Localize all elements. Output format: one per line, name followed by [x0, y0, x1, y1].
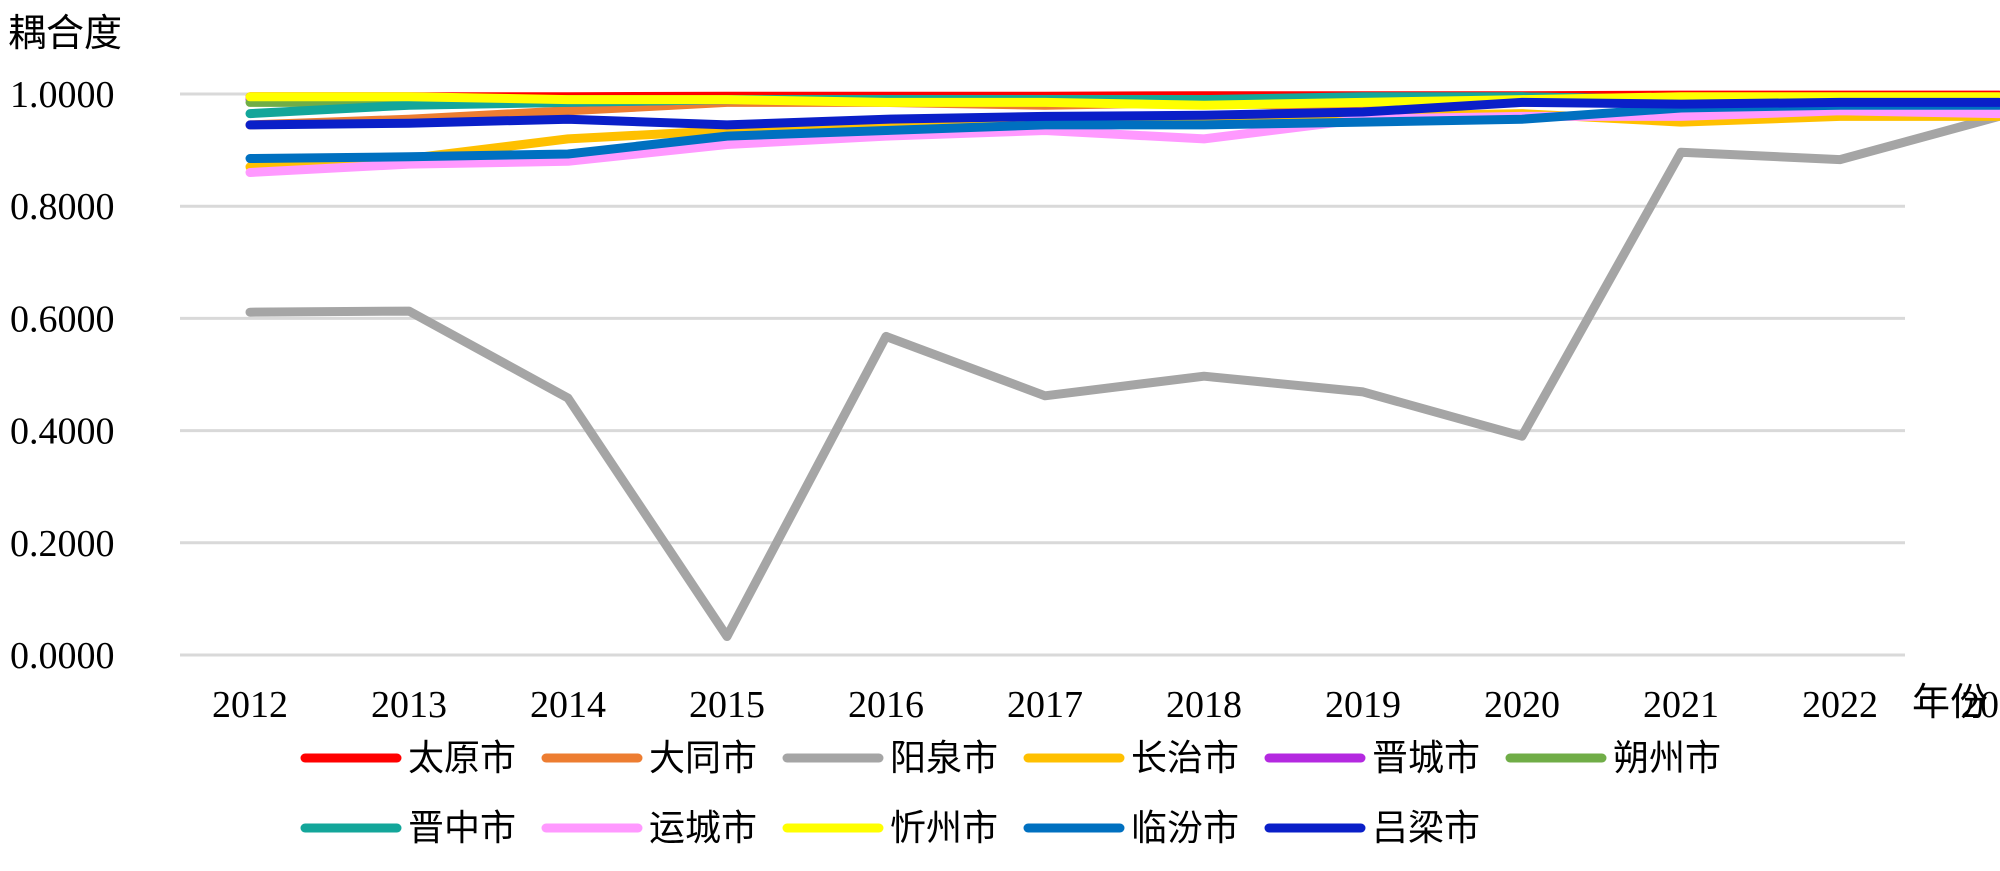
x-tick-label: 2015	[689, 684, 765, 726]
x-tick-label: 2017	[1007, 684, 1083, 726]
legend-label: 太原市	[408, 738, 516, 779]
legend-label: 长治市	[1131, 738, 1239, 779]
y-tick-label: 1.0000	[10, 74, 115, 116]
series-line-3	[245, 111, 2000, 641]
legend-label: 运城市	[649, 808, 757, 849]
series-line-8	[245, 106, 2000, 177]
x-tick-label: 2019	[1325, 684, 1401, 726]
x-tick-label: 2018	[1166, 684, 1242, 726]
x-tick-label: 2021	[1643, 684, 1719, 726]
legend-label: 大同市	[649, 738, 757, 779]
legend-item: 长治市	[1023, 738, 1239, 779]
legend-label: 临汾市	[1131, 808, 1239, 849]
x-tick-label: 2023	[1961, 684, 2000, 726]
x-axis-tick-labels: 2012 2013 2014 2015 2016 2017 2018 2019 2020 2021…	[212, 684, 2000, 726]
series-line-11	[245, 97, 2000, 130]
y-tick-label: 0.4000	[10, 411, 115, 453]
x-tick-label: 2022	[1802, 684, 1878, 726]
y-axis-tick-labels: 0.0000 0.2000 0.4000 0.6000 0.8000 1.0000	[10, 74, 115, 677]
x-tick-label: 2020	[1484, 684, 1560, 726]
legend-item: 朔州市	[1505, 738, 1721, 779]
series-lines	[245, 90, 2000, 641]
legend-item: 忻州市	[782, 808, 998, 849]
x-tick-label: 2013	[371, 684, 447, 726]
legend-item: 运城市	[541, 808, 757, 849]
series-line-9	[245, 92, 2000, 110]
x-tick-label: 2014	[530, 684, 606, 726]
x-axis-title: 年份	[1912, 680, 1988, 724]
legend-label: 晋中市	[408, 808, 516, 849]
legend-label: 阳泉市	[890, 738, 998, 779]
legend-item: 晋城市	[1264, 738, 1480, 779]
legend-label: 朔州市	[1613, 738, 1721, 779]
y-tick-label: 0.6000	[10, 298, 115, 340]
gridlines	[180, 92, 1905, 657]
y-axis-title: 耦合度	[8, 11, 122, 55]
legend-item: 晋中市	[300, 808, 516, 849]
legend-label: 吕梁市	[1372, 808, 1480, 849]
legend-item: 大同市	[541, 738, 757, 779]
legend-label: 晋城市	[1372, 738, 1480, 779]
legend-item: 阳泉市	[782, 738, 998, 779]
legend-item: 吕梁市	[1264, 808, 1480, 849]
y-tick-label: 0.8000	[10, 186, 115, 228]
y-tick-label: 0.0000	[10, 635, 115, 677]
x-tick-label: 2012	[212, 684, 288, 726]
x-tick-label: 2016	[848, 684, 924, 726]
y-tick-label: 0.2000	[10, 523, 115, 565]
legend-item: 太原市	[300, 738, 516, 779]
legend-item: 临汾市	[1023, 808, 1239, 849]
legend-label: 忻州市	[890, 808, 998, 849]
